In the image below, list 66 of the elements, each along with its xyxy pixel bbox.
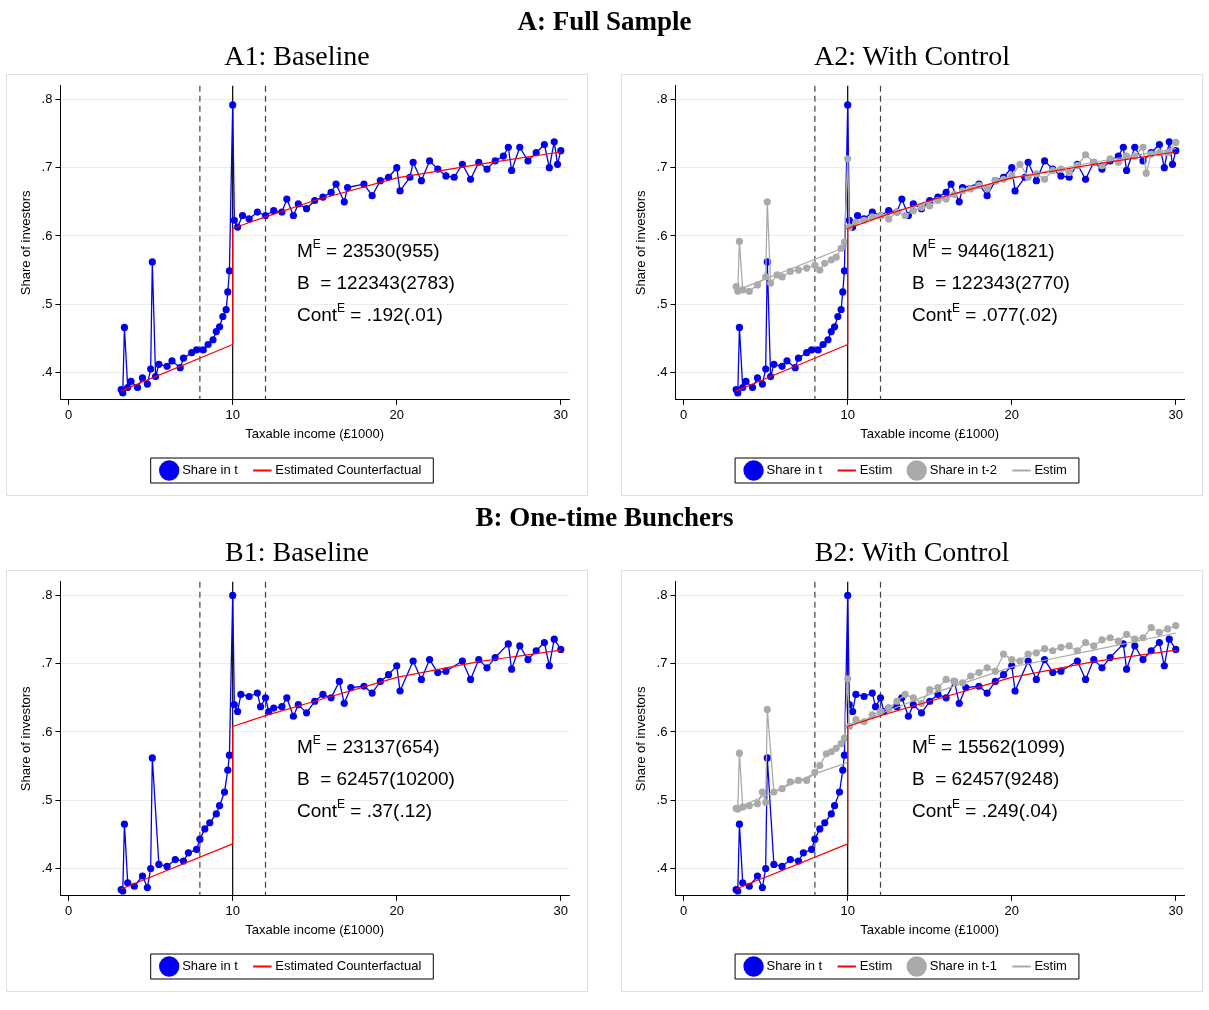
y-tick-label: .5 xyxy=(41,791,53,807)
y-axis-title: Share of investors xyxy=(18,189,34,296)
y-tick-label: .5 xyxy=(41,295,53,311)
legend-label: Share in t xyxy=(182,958,239,974)
chart-title: B1: Baseline xyxy=(224,535,370,569)
legend-label: Share in t-1 xyxy=(929,958,997,974)
y-tick-label: .6 xyxy=(656,723,668,739)
legend-label: Estim xyxy=(1034,958,1067,974)
legend-label: Estim xyxy=(859,462,893,478)
x-axis-title: Taxable income (£1000) xyxy=(245,921,385,937)
y-tick-label: .8 xyxy=(656,587,668,603)
x-tick-label: 20 xyxy=(1004,407,1019,423)
y-tick-label: .4 xyxy=(656,364,668,380)
x-tick-label: 0 xyxy=(680,903,688,919)
x-tick-label: 0 xyxy=(680,407,688,423)
x-tick-label: 30 xyxy=(1168,407,1184,423)
y-tick-label: .8 xyxy=(41,91,53,107)
chart-subtitle: B: One-time Bunchers xyxy=(474,501,735,534)
y-axis-title: Share of investors xyxy=(18,685,34,792)
legend-label: Share in t-2 xyxy=(929,462,997,478)
x-tick-label: 10 xyxy=(225,407,240,423)
x-tick-label: 30 xyxy=(553,903,569,919)
legend-label: Estimated Counterfactual xyxy=(275,958,422,974)
y-tick-label: .6 xyxy=(41,723,53,739)
y-axis-title: Share of investors xyxy=(633,685,649,792)
y-tick-label: .4 xyxy=(41,364,53,380)
chart-title: A2: With Control xyxy=(813,39,1011,73)
annotation: B = 122343(2770) xyxy=(911,271,1070,293)
y-tick-label: .7 xyxy=(41,159,53,175)
annotation: B = 62457(9248) xyxy=(911,767,1060,789)
x-tick-label: 20 xyxy=(1004,903,1019,919)
y-tick-label: .8 xyxy=(41,587,53,603)
y-tick-label: .6 xyxy=(41,227,53,243)
chart-title: A1: Baseline xyxy=(223,39,371,73)
legend-label: Share in t xyxy=(182,462,239,478)
x-tick-label: 0 xyxy=(65,903,73,919)
y-tick-label: .4 xyxy=(656,860,668,876)
x-tick-label: 0 xyxy=(65,407,73,423)
legend-label: Share in t xyxy=(766,462,823,478)
x-axis-title: Taxable income (£1000) xyxy=(860,921,1000,937)
x-axis-title: Taxable income (£1000) xyxy=(860,425,1000,441)
legend-label: Estim xyxy=(1034,462,1067,478)
y-tick-label: .5 xyxy=(656,791,668,807)
x-tick-label: 20 xyxy=(389,407,404,423)
y-tick-label: .7 xyxy=(41,655,53,671)
x-tick-label: 10 xyxy=(840,903,855,919)
x-tick-label: 30 xyxy=(553,407,569,423)
y-axis-title: Share of investors xyxy=(633,189,649,296)
y-tick-label: .8 xyxy=(656,91,668,107)
annotation: B = 62457(10200) xyxy=(296,767,455,789)
annotation: B = 122343(2783) xyxy=(296,271,455,293)
y-tick-label: .6 xyxy=(656,227,668,243)
y-tick-label: .5 xyxy=(656,295,668,311)
x-tick-label: 10 xyxy=(840,407,855,423)
legend-label: Estim xyxy=(859,958,893,974)
chart-title: B2: With Control xyxy=(813,535,1011,569)
x-tick-label: 30 xyxy=(1168,903,1184,919)
x-tick-label: 10 xyxy=(225,903,240,919)
y-tick-label: .4 xyxy=(41,860,53,876)
y-tick-label: .7 xyxy=(656,159,668,175)
y-tick-label: .7 xyxy=(656,655,668,671)
x-axis-title: Taxable income (£1000) xyxy=(245,425,385,441)
legend-label: Estimated Counterfactual xyxy=(275,462,422,478)
legend-label: Share in t xyxy=(766,958,823,974)
chart-subtitle: A: Full Sample xyxy=(516,5,693,38)
x-tick-label: 20 xyxy=(389,903,404,919)
